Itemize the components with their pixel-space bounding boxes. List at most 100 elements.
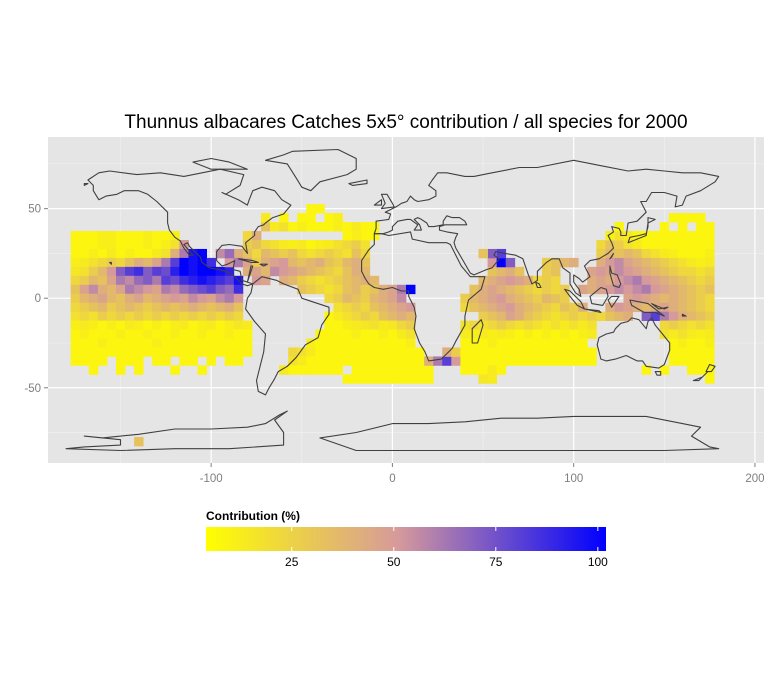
grid-cell [333,320,343,330]
grid-cell [659,248,670,259]
grid-cell [677,293,688,304]
grid-cell [206,275,217,286]
grid-cell [125,284,135,295]
grid-cell [514,293,525,304]
grid-cell [224,320,235,330]
grid-cell [541,275,552,286]
grid-cell [115,365,126,375]
grid-cell [270,248,280,259]
grid-cell [161,356,171,366]
grid-cell [161,248,171,259]
grid-cell [523,338,534,348]
grid-cell [686,320,697,330]
grid-cell [478,248,488,259]
grid-cell [587,347,597,357]
grid-cell [677,302,688,313]
grid-cell [125,311,135,321]
grid-cell [469,284,479,295]
grid-cell [686,293,697,304]
grid-cell [469,365,479,375]
grid-cell [696,320,706,330]
grid-cell [351,347,362,357]
grid-cell [686,284,697,295]
grid-cell [659,231,670,241]
grid-cell [242,257,253,268]
grid-cell [614,248,624,259]
grid-cell [79,356,90,366]
grid-cell [206,284,217,295]
grid-cell [469,302,479,313]
grid-cell [315,266,325,277]
grid-cell [532,302,543,313]
grid-cell [451,347,461,357]
grid-cell [541,347,552,357]
grid-cell [70,338,81,348]
grid-cell [632,257,643,268]
grid-cell [125,302,135,313]
grid-cell [677,266,688,277]
grid-cell [224,266,235,277]
grid-cell [668,293,679,304]
grid-cell [605,248,615,259]
grid-cell [115,275,126,286]
grid-cell [668,320,679,330]
grid-cell [505,266,516,277]
grid-cell [396,356,407,366]
grid-cell [406,347,416,357]
grid-cell [360,347,371,357]
grid-cell [152,257,162,268]
grid-cell [641,365,652,375]
grid-cell [170,266,180,277]
grid-cell [369,338,380,348]
grid-cell [650,302,661,313]
grid-cell [152,311,162,321]
grid-cell [233,248,244,259]
grid-cell [505,329,516,339]
grid-cell [97,302,108,313]
grid-cell [134,239,144,250]
coastline [583,308,602,314]
grid-cell [288,275,298,286]
grid-cell [134,266,144,277]
grid-cell [705,231,715,241]
grid-cell [369,311,380,321]
coastline [237,258,259,263]
coastline [627,217,656,244]
grid-cell [614,257,624,268]
grid-cell [161,257,171,268]
grid-cell [387,356,398,366]
grid-cell [487,248,498,259]
grid-cell [342,311,353,321]
grid-cell [233,293,244,304]
coastline [380,193,395,210]
grid-cell [460,293,470,304]
grid-cell [342,302,353,313]
grid-cell [632,293,643,304]
grid-cell [478,284,488,295]
grid-cell [677,239,688,250]
grid-cell [161,231,171,241]
y-tick-label: -50 [24,383,41,395]
grid-cell [88,239,99,250]
grid-cell [125,248,135,259]
grid-cell [623,231,633,241]
grid-cell [387,293,398,304]
grid-cell [351,320,362,330]
grid-cell [143,248,153,259]
grid-cell [551,347,561,357]
grid-cell [469,356,479,366]
coastline [87,168,292,287]
grid-cell [696,356,706,366]
grid-cell [342,239,353,250]
grid-cell [333,266,343,277]
grid-cell [623,266,633,277]
grid-cell [79,275,90,286]
grid-cell [70,284,81,295]
grid-cell [197,275,207,286]
grid-cell [650,231,661,241]
grid-cell [641,311,652,321]
grid-cell [115,320,126,330]
grid-cell [487,356,498,366]
grid-cell [188,248,198,259]
grid-cell [505,293,516,304]
